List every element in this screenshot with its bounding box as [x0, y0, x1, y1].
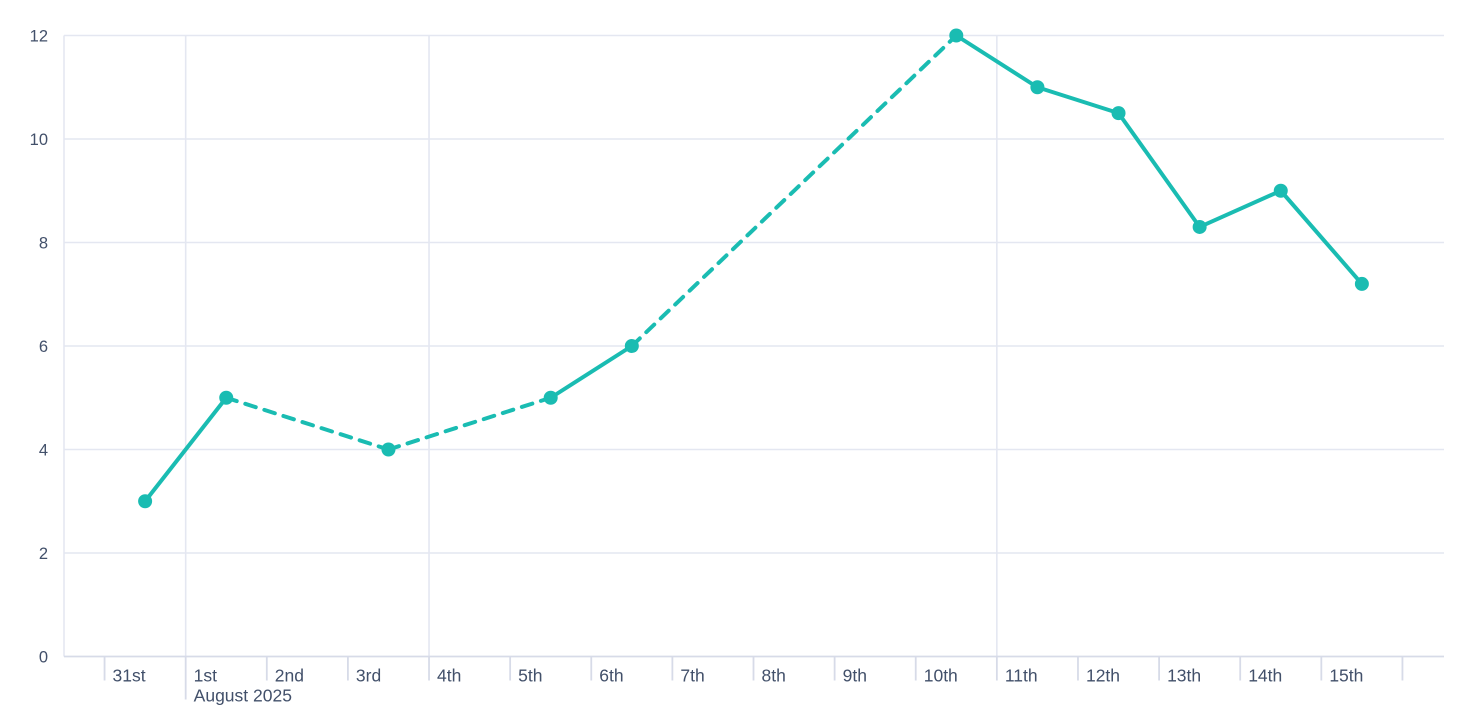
data-point-marker[interactable] — [1030, 80, 1045, 95]
y-tick-label: 0 — [39, 649, 48, 667]
line-segment-solid — [1278, 188, 1364, 286]
month-label: August 2025 — [194, 686, 292, 706]
x-tick-label: 4th — [437, 666, 461, 686]
data-point-marker[interactable] — [543, 390, 558, 405]
line-segment-solid — [954, 33, 1040, 90]
y-tick-label: 4 — [39, 442, 48, 460]
line-segment-solid — [143, 395, 229, 504]
x-tick-label: 15th — [1329, 666, 1363, 686]
x-tick-label: 14th — [1248, 666, 1282, 686]
data-point-marker[interactable] — [1273, 183, 1288, 198]
data-point-marker[interactable] — [949, 28, 964, 43]
line-segment-solid — [1035, 85, 1121, 116]
x-tick-label: 10th — [924, 666, 958, 686]
data-point-marker[interactable] — [1192, 219, 1207, 234]
line-segment-dashed — [386, 395, 553, 452]
data-point-marker[interactable] — [381, 442, 396, 457]
data-point-marker[interactable] — [1354, 276, 1369, 291]
x-tick-label: 11th — [1005, 666, 1038, 686]
y-tick-label: 12 — [30, 28, 48, 46]
x-tick-label: 13th — [1167, 666, 1201, 686]
x-tick-label: 7th — [680, 666, 704, 686]
data-point-marker[interactable] — [138, 494, 153, 509]
x-tick-label: 5th — [518, 666, 542, 686]
y-tick-label: 8 — [39, 235, 48, 253]
line-segment-dashed — [224, 395, 391, 452]
line-segment-solid — [1197, 188, 1283, 229]
x-tick-label: 6th — [599, 666, 623, 686]
y-tick-label: 6 — [39, 338, 48, 356]
line-segment-solid — [1116, 111, 1202, 229]
line-segment-dashed — [629, 33, 959, 348]
data-point-marker[interactable] — [219, 390, 234, 405]
x-tick-label: 3rd — [356, 666, 381, 686]
x-tick-label: 9th — [843, 666, 867, 686]
line-segment-solid — [548, 344, 634, 400]
x-tick-label: 12th — [1086, 666, 1120, 686]
y-tick-label: 2 — [39, 545, 48, 563]
x-tick-label: 31st — [113, 666, 146, 686]
y-tick-label: 10 — [30, 131, 48, 149]
data-point-marker[interactable] — [624, 339, 639, 353]
x-tick-label: 8th — [762, 666, 786, 686]
data-point-marker[interactable] — [1111, 106, 1126, 121]
x-tick-label: 1st — [194, 666, 217, 686]
x-tick-label: 2nd — [275, 666, 304, 686]
